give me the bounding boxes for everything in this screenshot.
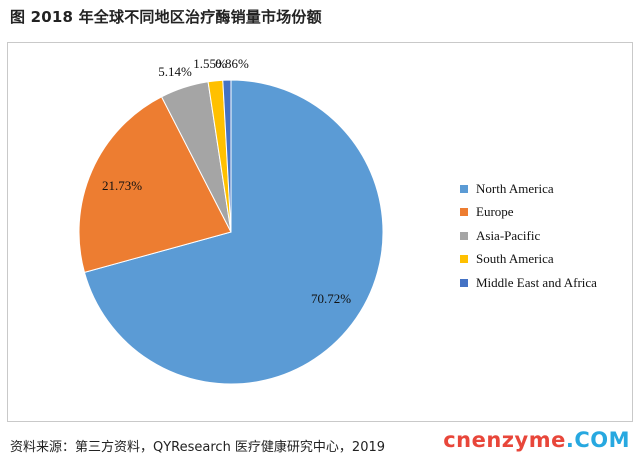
data-label-north-america: 70.72% [311,291,351,306]
legend-item-middle-east-and-africa: Middle East and Africa [460,271,597,295]
pie-slice-middle-east-and-africa [222,79,232,233]
source-note: 资料来源：第三方资料，QYResearch 医疗健康研究中心，2019 [10,440,386,455]
legend-swatch [460,231,468,240]
legend-swatch [460,184,468,193]
legend-item-north-america: North America [460,177,597,201]
legend-item-south-america: South America [460,248,597,272]
legend-swatch [460,208,468,217]
legend-swatch [460,255,468,264]
data-label-asia-pacific: 5.14% [158,64,192,79]
legend-item-asia-pacific: Asia-Pacific [460,224,597,248]
legend-label: Europe [476,204,514,220]
legend-label: Asia-Pacific [476,227,541,243]
data-label-middle-east-and-africa: 0.86% [215,56,249,71]
chart-title: 图 2018 年全球不同地区治疗酶销量市场份额 [10,8,322,26]
watermark-part2: .COM [565,428,630,452]
legend-label: North America [476,180,554,196]
legend-item-europe: Europe [460,201,597,225]
data-label-south-america: 1.55% [193,56,227,71]
pie-slice-north-america [83,79,384,385]
watermark-part1: cnenzyme [443,428,566,452]
legend-label: Middle East and Africa [476,274,597,290]
site-watermark: cnenzyme.COM [443,428,630,452]
chart-legend: North America Europe Asia-Pacific South Ame… [460,177,597,295]
legend-label: South America [476,251,554,267]
pie-slice-europe [78,96,232,273]
legend-swatch [460,278,468,287]
data-label-europe: 21.73% [102,178,142,193]
